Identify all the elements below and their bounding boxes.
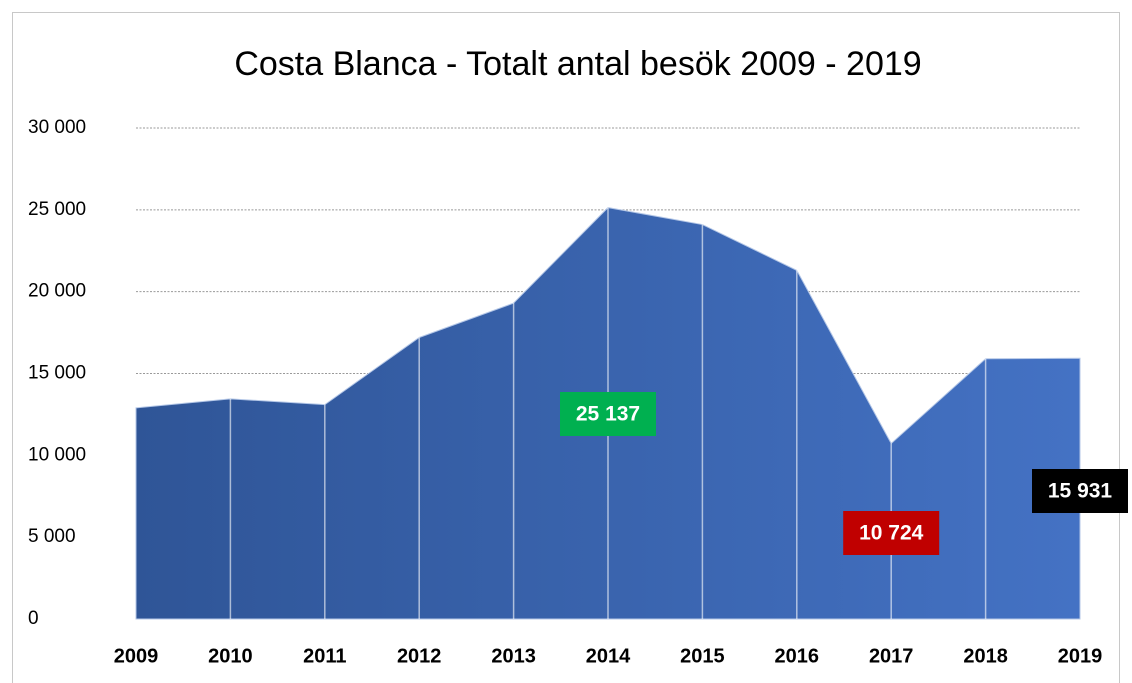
y-tick-label: 10 000 <box>28 444 86 465</box>
value-label-box <box>560 392 656 436</box>
x-tick-label: 2015 <box>680 645 725 667</box>
y-tick-label: 25 000 <box>28 199 86 220</box>
x-tick-label: 2017 <box>869 645 914 667</box>
x-tick-label: 2013 <box>491 645 536 667</box>
x-tick-label: 2018 <box>963 645 1008 667</box>
x-tick-label: 2012 <box>397 645 442 667</box>
y-tick-label: 30 000 <box>28 117 86 138</box>
x-tick-label: 2011 <box>303 645 346 667</box>
value-label: 10 724 <box>859 522 924 545</box>
value-label-box <box>843 511 940 555</box>
y-tick-label: 20 000 <box>28 281 86 302</box>
x-tick-label: 2016 <box>775 645 820 667</box>
value-label-box <box>1032 469 1128 513</box>
value-label: 25 137 <box>576 403 640 426</box>
y-tick-label: 15 000 <box>28 363 86 384</box>
x-tick-label: 2014 <box>586 645 631 667</box>
x-tick-label: 2019 <box>1058 645 1103 667</box>
x-tick-label: 2010 <box>208 645 253 667</box>
chart-title: Costa Blanca - Totalt antal besök 2009 -… <box>234 45 921 83</box>
x-tick-label: 2009 <box>114 645 159 667</box>
y-tick-label: 5 000 <box>28 526 76 547</box>
y-tick-label: 0 <box>28 608 39 629</box>
value-label: 15 931 <box>1048 480 1113 503</box>
frame <box>12 12 1120 683</box>
